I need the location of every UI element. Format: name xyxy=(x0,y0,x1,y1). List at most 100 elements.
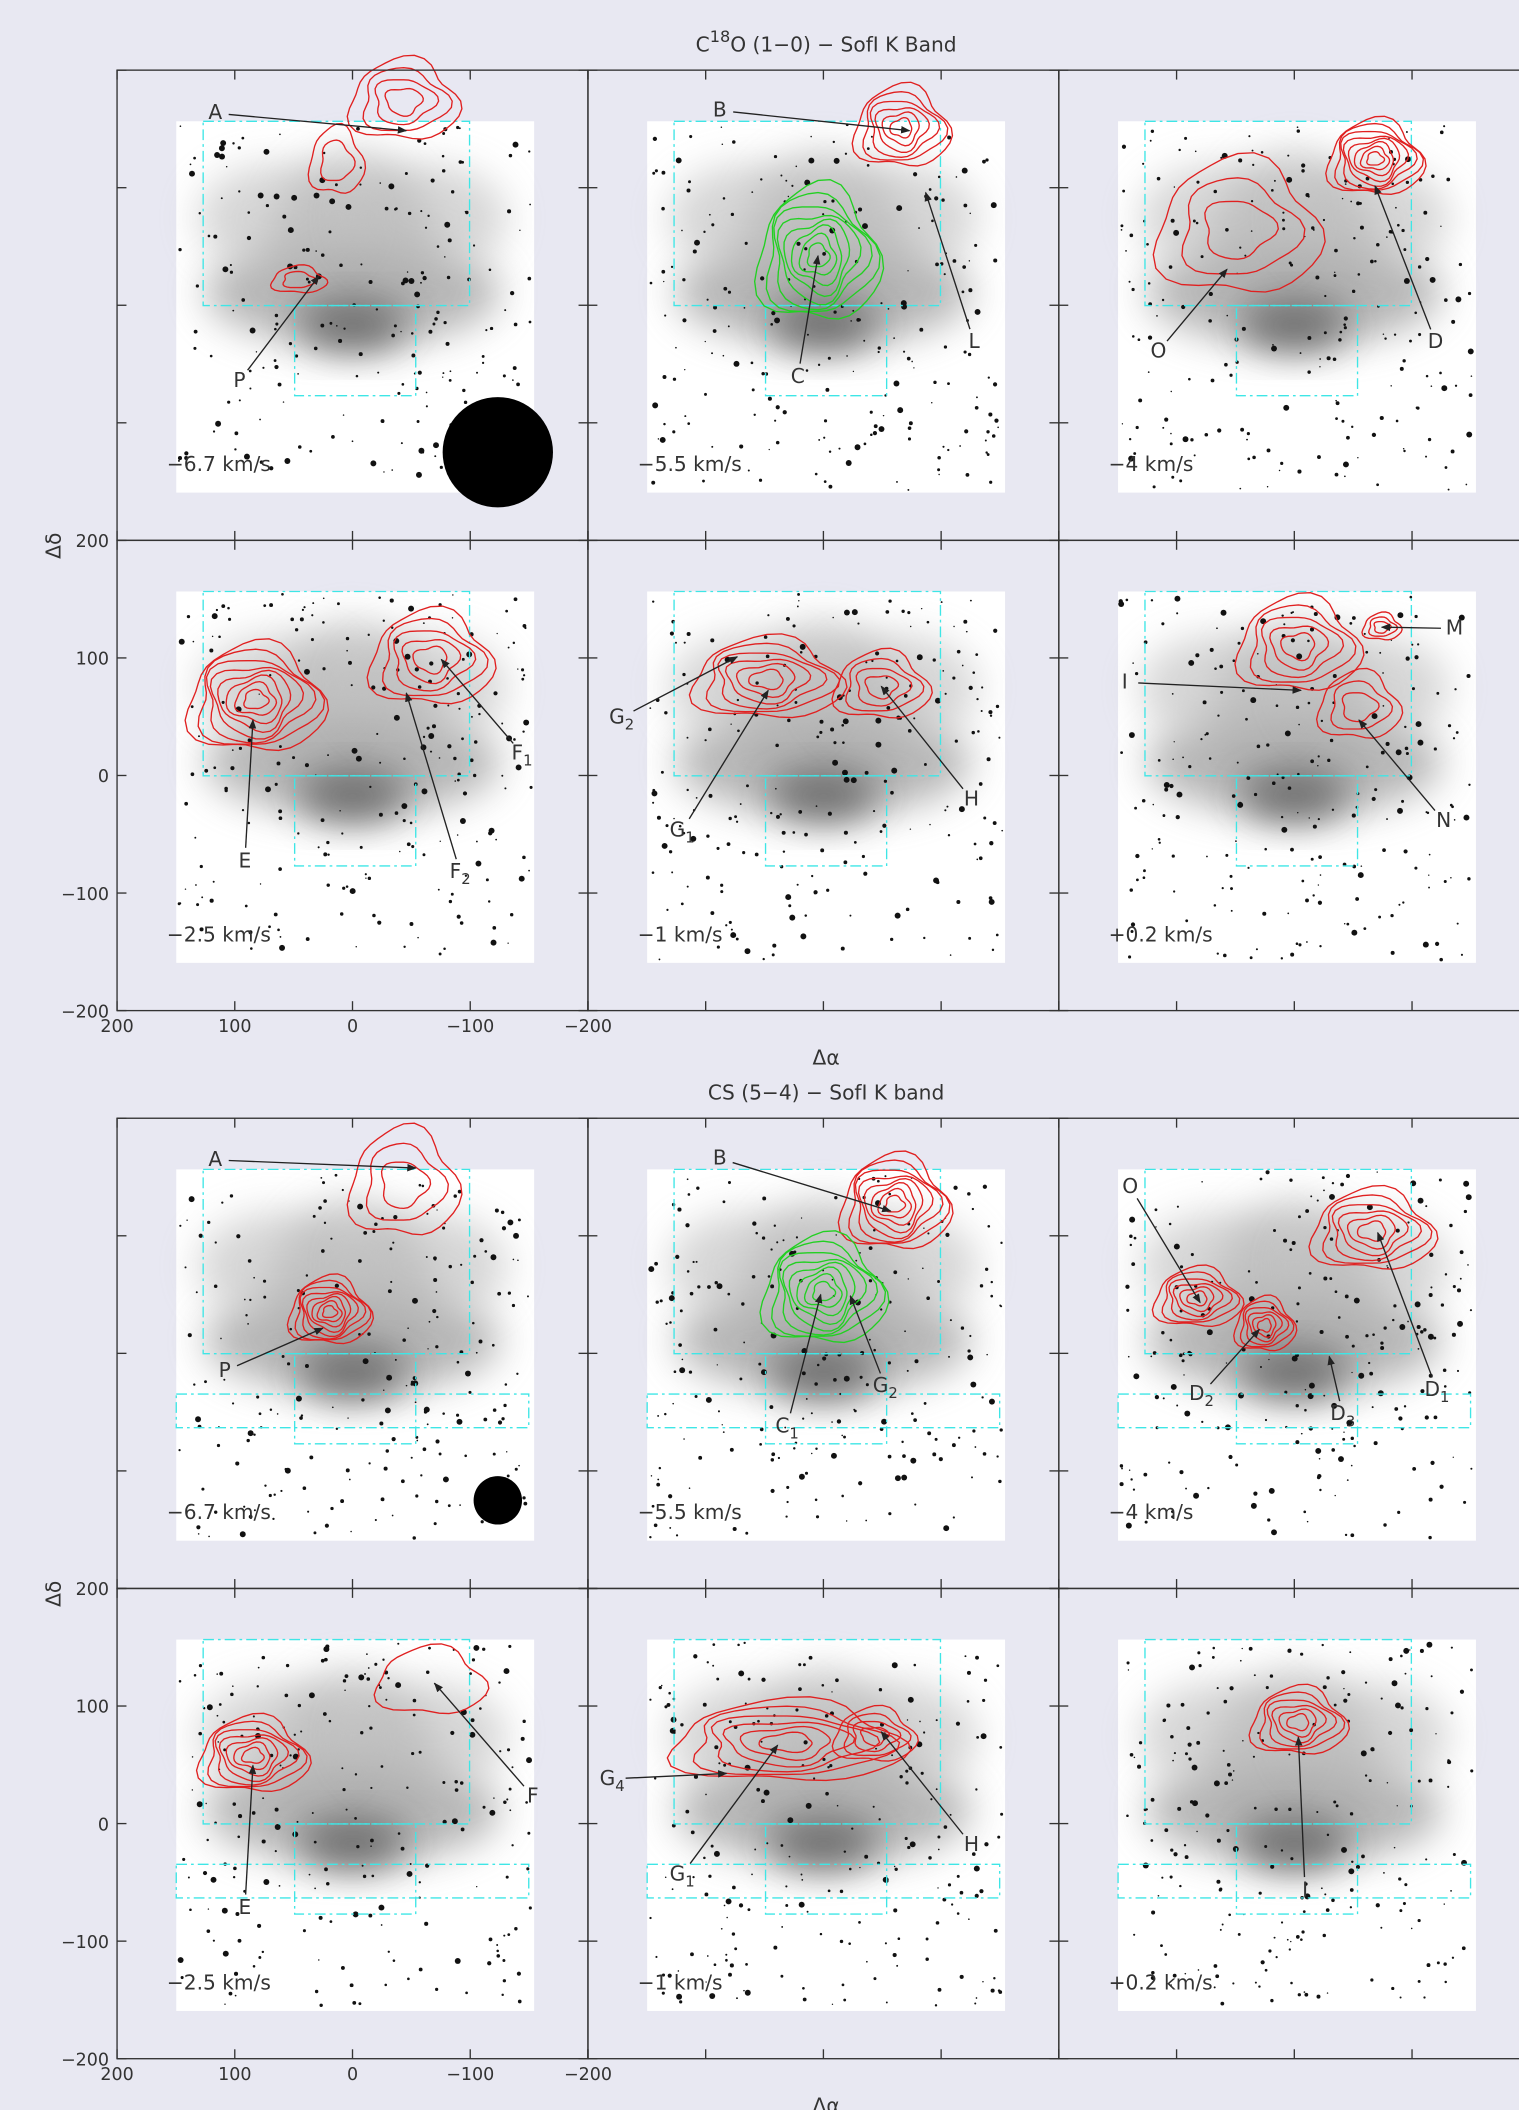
star xyxy=(223,1951,229,1957)
star xyxy=(1333,1801,1336,1804)
star xyxy=(723,287,727,291)
star xyxy=(280,1490,282,1492)
star xyxy=(1270,1865,1274,1869)
star xyxy=(651,481,655,485)
star xyxy=(796,1236,798,1238)
star xyxy=(411,354,415,358)
star xyxy=(928,1856,931,1859)
star xyxy=(1125,250,1127,252)
star xyxy=(1301,163,1305,167)
star xyxy=(770,1248,772,1250)
star xyxy=(262,1839,266,1843)
star xyxy=(383,620,385,622)
star xyxy=(987,1225,990,1228)
star xyxy=(1164,782,1170,788)
star xyxy=(813,1777,815,1779)
star xyxy=(1163,814,1166,817)
star xyxy=(286,1664,289,1667)
star xyxy=(346,650,348,652)
star xyxy=(216,1673,218,1675)
star xyxy=(460,1264,462,1266)
star xyxy=(1168,1461,1170,1463)
star xyxy=(1133,1489,1135,1491)
star xyxy=(1298,1993,1301,1996)
star xyxy=(247,236,251,240)
star xyxy=(1307,370,1310,373)
star xyxy=(1152,804,1154,806)
star xyxy=(363,1231,367,1235)
star xyxy=(1120,224,1123,227)
star xyxy=(828,357,831,360)
star xyxy=(681,903,684,906)
star xyxy=(689,1370,692,1373)
nebula xyxy=(669,1212,830,1320)
star xyxy=(774,317,780,323)
star xyxy=(998,737,1000,739)
star xyxy=(823,437,825,439)
star xyxy=(689,1487,691,1489)
star xyxy=(213,430,215,432)
star xyxy=(894,1866,895,1867)
star xyxy=(982,1699,985,1702)
star xyxy=(760,276,764,280)
star xyxy=(263,604,266,607)
star xyxy=(1317,765,1318,766)
star xyxy=(1374,260,1377,263)
star xyxy=(1277,773,1279,775)
nebula xyxy=(1240,1817,1348,1871)
star xyxy=(764,1790,770,1796)
star xyxy=(427,215,429,217)
star xyxy=(306,248,310,252)
star xyxy=(1429,854,1431,856)
star xyxy=(1365,1774,1367,1776)
star xyxy=(1289,1248,1292,1251)
star xyxy=(921,1772,924,1775)
star xyxy=(426,1213,428,1215)
star xyxy=(527,1832,530,1835)
star xyxy=(343,414,344,415)
star xyxy=(1376,1903,1380,1907)
star xyxy=(346,1468,350,1472)
star xyxy=(519,876,525,882)
star xyxy=(350,1531,352,1533)
star xyxy=(935,2004,937,2006)
star xyxy=(199,212,201,214)
star xyxy=(325,1644,329,1648)
star xyxy=(1238,158,1242,162)
star xyxy=(1126,1309,1129,1312)
star xyxy=(1304,1991,1306,1993)
star xyxy=(240,1531,246,1537)
star xyxy=(366,1677,370,1681)
star xyxy=(675,642,677,644)
nebula xyxy=(299,299,407,353)
star xyxy=(892,1662,898,1668)
star xyxy=(742,851,745,854)
star xyxy=(985,439,987,441)
star xyxy=(335,1174,338,1177)
star xyxy=(1253,1492,1257,1496)
star xyxy=(1416,406,1419,409)
star xyxy=(1252,164,1254,166)
star xyxy=(707,1661,709,1663)
star xyxy=(447,704,449,706)
star xyxy=(1172,693,1174,695)
star xyxy=(1336,401,1340,405)
star xyxy=(911,361,913,363)
star xyxy=(991,1281,993,1283)
star xyxy=(507,1933,510,1936)
star xyxy=(802,1987,805,1990)
star xyxy=(664,1413,666,1415)
star xyxy=(972,1429,975,1432)
star xyxy=(250,328,256,334)
star xyxy=(282,1355,285,1358)
star xyxy=(833,311,836,314)
star xyxy=(514,323,518,327)
star xyxy=(800,644,806,650)
star xyxy=(771,1458,774,1461)
star xyxy=(727,842,731,846)
star xyxy=(814,1382,818,1386)
star xyxy=(690,1952,694,1956)
star xyxy=(196,1291,198,1293)
star xyxy=(1407,1221,1409,1223)
star xyxy=(501,775,503,777)
